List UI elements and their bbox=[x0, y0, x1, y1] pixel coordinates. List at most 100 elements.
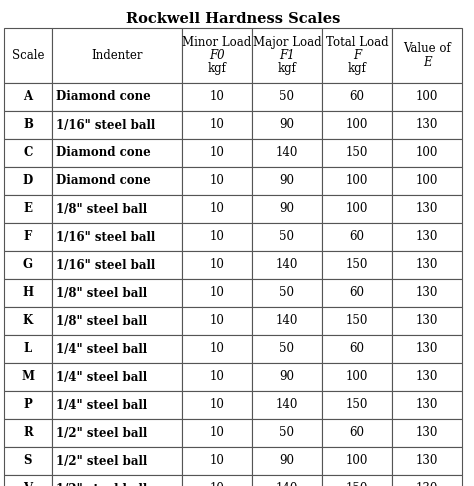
Text: 150: 150 bbox=[346, 399, 368, 412]
Bar bbox=[4, 363, 52, 391]
Text: 130: 130 bbox=[416, 203, 438, 215]
Text: 130: 130 bbox=[416, 454, 438, 468]
Bar bbox=[182, 83, 252, 111]
Text: 1/4" steel ball: 1/4" steel ball bbox=[56, 343, 147, 355]
Text: 10: 10 bbox=[210, 119, 224, 132]
Bar bbox=[182, 363, 252, 391]
Text: 100: 100 bbox=[346, 119, 368, 132]
Bar bbox=[4, 195, 52, 223]
Text: 140: 140 bbox=[276, 146, 298, 159]
Text: Total Load: Total Load bbox=[326, 36, 388, 49]
Bar bbox=[392, 139, 462, 167]
Bar bbox=[182, 475, 252, 486]
Text: 10: 10 bbox=[210, 230, 224, 243]
Bar bbox=[52, 28, 182, 83]
Bar bbox=[392, 475, 462, 486]
Bar bbox=[4, 223, 52, 251]
Text: 10: 10 bbox=[210, 454, 224, 468]
Text: 10: 10 bbox=[210, 399, 224, 412]
Text: K: K bbox=[23, 314, 33, 328]
Bar bbox=[252, 195, 322, 223]
Bar bbox=[52, 251, 182, 279]
Text: G: G bbox=[23, 259, 33, 272]
Bar bbox=[182, 335, 252, 363]
Bar bbox=[4, 419, 52, 447]
Bar bbox=[252, 391, 322, 419]
Text: 100: 100 bbox=[416, 90, 438, 104]
Text: F: F bbox=[24, 230, 32, 243]
Bar bbox=[52, 447, 182, 475]
Bar bbox=[52, 391, 182, 419]
Bar bbox=[52, 111, 182, 139]
Bar bbox=[52, 363, 182, 391]
Text: 10: 10 bbox=[210, 343, 224, 355]
Text: 60: 60 bbox=[349, 90, 365, 104]
Bar bbox=[322, 363, 392, 391]
Bar bbox=[182, 447, 252, 475]
Bar bbox=[252, 223, 322, 251]
Text: 90: 90 bbox=[280, 454, 294, 468]
Text: 90: 90 bbox=[280, 203, 294, 215]
Bar bbox=[4, 251, 52, 279]
Bar bbox=[392, 167, 462, 195]
Bar bbox=[392, 83, 462, 111]
Text: 100: 100 bbox=[416, 146, 438, 159]
Text: Value of: Value of bbox=[403, 42, 451, 55]
Bar bbox=[392, 419, 462, 447]
Bar bbox=[392, 223, 462, 251]
Text: 100: 100 bbox=[346, 370, 368, 383]
Text: 60: 60 bbox=[349, 427, 365, 439]
Text: 150: 150 bbox=[346, 259, 368, 272]
Text: 130: 130 bbox=[416, 230, 438, 243]
Text: 60: 60 bbox=[349, 343, 365, 355]
Text: 1/4" steel ball: 1/4" steel ball bbox=[56, 399, 147, 412]
Text: Minor Load: Minor Load bbox=[182, 36, 252, 49]
Text: 130: 130 bbox=[416, 343, 438, 355]
Text: Diamond cone: Diamond cone bbox=[56, 90, 151, 104]
Text: 10: 10 bbox=[210, 203, 224, 215]
Text: B: B bbox=[23, 119, 33, 132]
Bar bbox=[182, 251, 252, 279]
Bar bbox=[52, 83, 182, 111]
Text: 150: 150 bbox=[346, 314, 368, 328]
Bar bbox=[322, 391, 392, 419]
Text: Diamond cone: Diamond cone bbox=[56, 174, 151, 188]
Text: 10: 10 bbox=[210, 427, 224, 439]
Bar bbox=[52, 279, 182, 307]
Bar bbox=[4, 167, 52, 195]
Bar bbox=[252, 335, 322, 363]
Bar bbox=[182, 279, 252, 307]
Bar bbox=[252, 279, 322, 307]
Bar bbox=[4, 111, 52, 139]
Bar bbox=[182, 223, 252, 251]
Text: 1/2" steel ball: 1/2" steel ball bbox=[56, 483, 147, 486]
Text: 90: 90 bbox=[280, 370, 294, 383]
Text: 100: 100 bbox=[346, 454, 368, 468]
Text: 130: 130 bbox=[416, 314, 438, 328]
Bar bbox=[252, 28, 322, 83]
Bar bbox=[252, 475, 322, 486]
Bar bbox=[322, 447, 392, 475]
Text: 1/16" steel ball: 1/16" steel ball bbox=[56, 230, 155, 243]
Text: kgf: kgf bbox=[347, 62, 366, 75]
Text: 130: 130 bbox=[416, 483, 438, 486]
Text: 130: 130 bbox=[416, 370, 438, 383]
Text: 60: 60 bbox=[349, 230, 365, 243]
Text: 10: 10 bbox=[210, 483, 224, 486]
Bar bbox=[4, 475, 52, 486]
Bar bbox=[322, 195, 392, 223]
Bar bbox=[392, 307, 462, 335]
Text: D: D bbox=[23, 174, 33, 188]
Text: Indenter: Indenter bbox=[91, 49, 143, 62]
Bar bbox=[392, 195, 462, 223]
Text: F0: F0 bbox=[209, 49, 225, 62]
Text: 140: 140 bbox=[276, 483, 298, 486]
Text: 10: 10 bbox=[210, 174, 224, 188]
Text: 50: 50 bbox=[280, 343, 294, 355]
Text: 150: 150 bbox=[346, 146, 368, 159]
Bar bbox=[392, 111, 462, 139]
Text: 130: 130 bbox=[416, 259, 438, 272]
Text: 130: 130 bbox=[416, 399, 438, 412]
Bar bbox=[322, 111, 392, 139]
Bar bbox=[322, 83, 392, 111]
